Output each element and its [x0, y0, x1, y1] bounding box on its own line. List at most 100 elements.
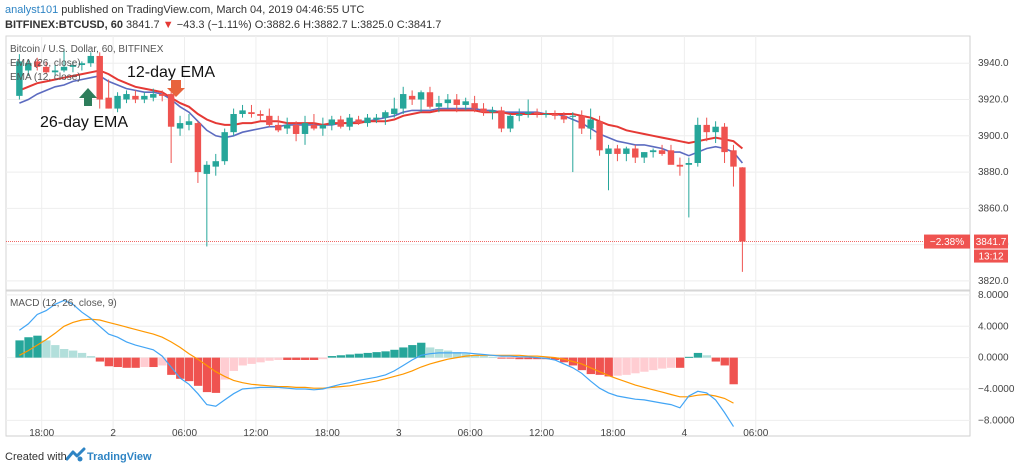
candle-body[interactable]	[516, 114, 523, 116]
candle-body[interactable]	[498, 110, 505, 129]
candle-body[interactable]	[16, 61, 23, 96]
candle-body[interactable]	[435, 103, 443, 107]
candle-body[interactable]	[337, 119, 344, 127]
candle-body[interactable]	[391, 108, 398, 115]
candle-body[interactable]	[453, 99, 460, 105]
candle-body[interactable]	[194, 123, 202, 173]
candle-body[interactable]	[167, 94, 175, 127]
candle-body[interactable]	[721, 126, 728, 153]
candle-body[interactable]	[221, 132, 228, 162]
symbol-label: BITFINEX:BTCUSD, 60	[5, 19, 123, 31]
candle-body[interactable]	[489, 110, 496, 113]
candle-body[interactable]	[542, 114, 550, 116]
candle-body[interactable]	[685, 163, 693, 165]
candle-body[interactable]	[42, 66, 50, 73]
candle-body[interactable]	[703, 124, 710, 133]
legend-ema26: EMA (26, close)	[10, 58, 81, 69]
macd-histogram-bar	[550, 357, 560, 360]
candle-body[interactable]	[730, 150, 737, 167]
candle-body[interactable]	[667, 150, 675, 165]
candle-body[interactable]	[150, 94, 157, 98]
candle-body[interactable]	[87, 55, 95, 64]
candle-body[interactable]	[185, 121, 193, 125]
candle-body[interactable]	[212, 161, 219, 167]
candle-body[interactable]	[69, 65, 77, 67]
price-axis-tick-label: 3920.0	[978, 95, 1009, 106]
candle-body[interactable]	[462, 101, 469, 105]
candle-body[interactable]	[676, 164, 684, 167]
candle-body[interactable]	[78, 63, 86, 66]
candle-body[interactable]	[399, 94, 407, 109]
candle-body[interactable]	[373, 117, 380, 120]
candle-body[interactable]	[346, 117, 353, 127]
candle-body[interactable]	[266, 115, 273, 125]
candle-body[interactable]	[248, 112, 255, 115]
candle-body[interactable]	[596, 121, 603, 151]
macd-histogram-bar	[729, 357, 738, 385]
tradingview-brand-link[interactable]: TradingView	[87, 451, 152, 463]
candle-body[interactable]	[614, 148, 621, 154]
candle-body[interactable]	[328, 119, 336, 125]
candle-body[interactable]	[203, 164, 211, 174]
macd-histogram-bar	[256, 357, 265, 363]
candle-body[interactable]	[560, 115, 568, 120]
time-axis-tick-label: 18:00	[29, 428, 54, 439]
candle-body[interactable]	[310, 124, 318, 129]
candle-body[interactable]	[141, 95, 148, 100]
candle-body[interactable]	[132, 95, 139, 100]
candle-body[interactable]	[34, 61, 41, 67]
candle-body[interactable]	[257, 114, 264, 116]
candle-body[interactable]	[417, 92, 425, 100]
candle-body[interactable]	[658, 150, 666, 154]
candle-body[interactable]	[507, 115, 514, 129]
macd-histogram-bar	[524, 357, 533, 360]
price-pane[interactable]	[5, 35, 971, 291]
candle-body[interactable]	[319, 124, 327, 129]
candle-body[interactable]	[292, 124, 300, 134]
macd-title: MACD (12, 26, close, 9)	[10, 298, 117, 309]
candle-body[interactable]	[426, 92, 434, 107]
candle-body[interactable]	[158, 94, 166, 96]
time-axis-tick-label: 06:00	[172, 428, 197, 439]
candle-body[interactable]	[382, 112, 389, 118]
candle-body[interactable]	[640, 152, 648, 158]
candle-body[interactable]	[632, 148, 639, 158]
candle-body[interactable]	[364, 117, 371, 124]
macd-histogram-bar	[426, 347, 435, 358]
candle-body[interactable]	[96, 55, 103, 100]
candle-body[interactable]	[114, 95, 121, 109]
candle-body[interactable]	[480, 108, 487, 113]
candle-body[interactable]	[355, 119, 362, 124]
candle-body[interactable]	[230, 114, 237, 133]
chart-canvas[interactable]: 18:00 2 06:00 12:00 18:00 3 06:00 12:00 18:00 4 06…	[0, 0, 1024, 446]
candle-body[interactable]	[569, 115, 577, 117]
candle-body[interactable]	[578, 115, 585, 129]
candle-body[interactable]	[471, 103, 478, 109]
candle-body[interactable]	[51, 70, 59, 73]
candle-body[interactable]	[605, 148, 612, 154]
candle-body[interactable]	[239, 110, 246, 115]
candle-body[interactable]	[739, 167, 746, 242]
candle-body[interactable]	[176, 123, 184, 129]
candle-body[interactable]	[587, 119, 594, 129]
candle-body[interactable]	[60, 66, 68, 71]
candle-body[interactable]	[524, 112, 532, 115]
macd-histogram-bar	[68, 350, 78, 358]
candle-body[interactable]	[551, 114, 559, 116]
candle-body[interactable]	[25, 63, 32, 71]
candle-body[interactable]	[649, 150, 657, 153]
candle-body[interactable]	[444, 99, 452, 104]
candle-body[interactable]	[283, 124, 291, 129]
candle-body[interactable]	[623, 148, 630, 154]
candle-body[interactable]	[275, 124, 282, 131]
ema12-line	[19, 69, 744, 150]
candle-body[interactable]	[694, 124, 701, 163]
candle-body[interactable]	[712, 126, 719, 133]
candle-body[interactable]	[533, 112, 541, 115]
candle-body[interactable]	[123, 94, 130, 100]
candle-body[interactable]	[105, 97, 112, 109]
author-link[interactable]: analyst101	[5, 4, 59, 16]
candle-body[interactable]	[301, 123, 309, 134]
candle-body[interactable]	[408, 95, 416, 100]
macd-histogram-bar	[497, 357, 506, 359]
